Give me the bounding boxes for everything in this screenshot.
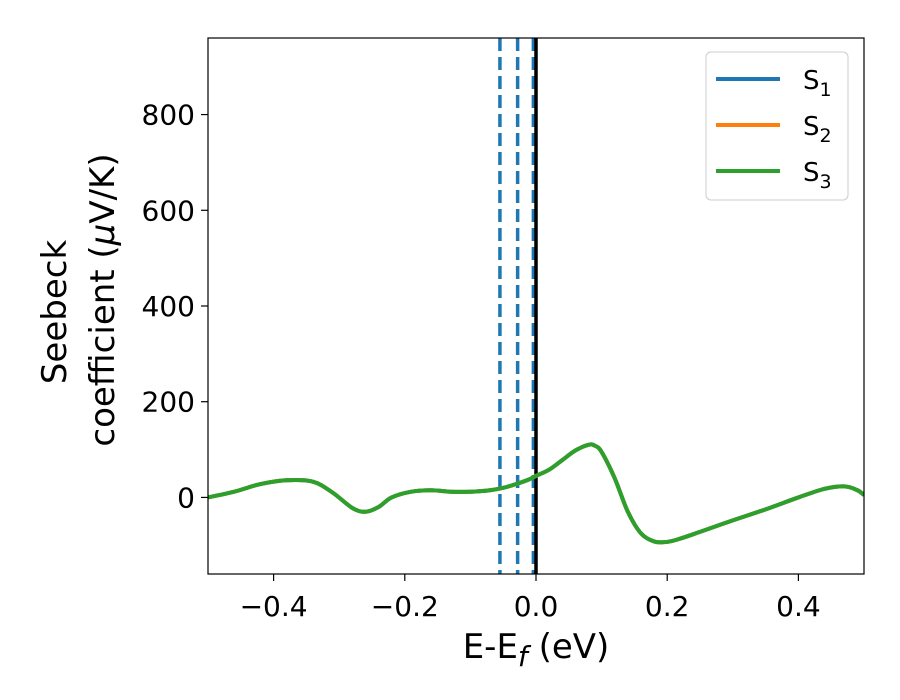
y-axis-ticks: 0 200 400 600 800 bbox=[142, 99, 208, 514]
x-tick-label: 0.0 bbox=[514, 590, 559, 623]
x-tick-label: 0.2 bbox=[645, 590, 690, 623]
x-axis-label: E-Ef (eV) bbox=[463, 627, 610, 673]
legend: S1 S2 S3 bbox=[705, 51, 849, 201]
legend-label-s1: S1 bbox=[803, 66, 832, 101]
plot-area bbox=[207, 37, 865, 575]
vertical-markers bbox=[498, 38, 538, 574]
y-axis-label-line2: coefficient (μV/K) bbox=[83, 153, 123, 446]
x-axis-ticks: −0.4 −0.2 0.0 0.2 0.4 bbox=[240, 574, 821, 623]
series-line-s3 bbox=[208, 442, 864, 545]
y-tick-label: 200 bbox=[142, 386, 195, 419]
y-tick-label: 600 bbox=[142, 194, 195, 227]
y-tick-label: 800 bbox=[142, 99, 195, 132]
x-tick-label: −0.2 bbox=[371, 590, 439, 623]
y-tick-label: 0 bbox=[177, 481, 195, 514]
legend-label-s2: S2 bbox=[803, 112, 832, 147]
y-axis-label-line1: Seebeck bbox=[35, 240, 75, 385]
x-tick-label: 0.4 bbox=[776, 590, 821, 623]
series-lines bbox=[208, 442, 864, 545]
y-tick-label: 400 bbox=[142, 290, 195, 323]
x-tick-label: −0.4 bbox=[240, 590, 308, 623]
legend-label-s3: S3 bbox=[803, 158, 832, 193]
